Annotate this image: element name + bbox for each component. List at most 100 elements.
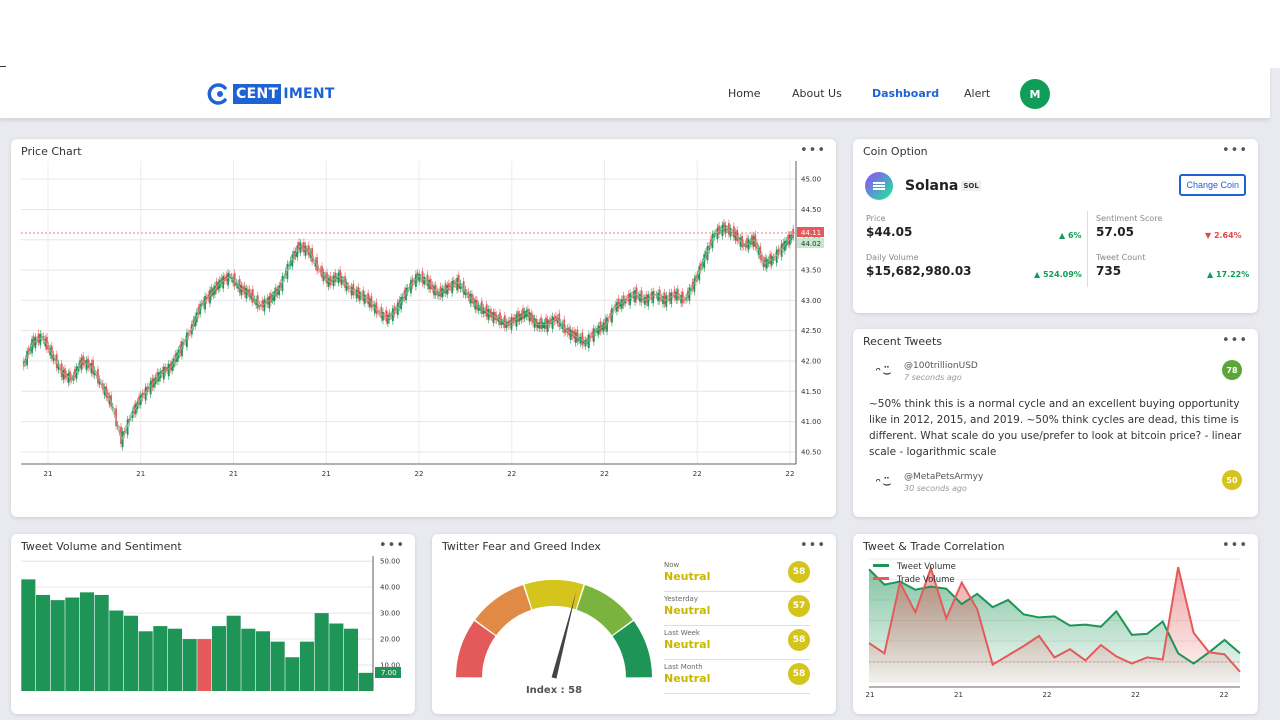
correlation-menu-icon[interactable]: •••	[1221, 538, 1248, 553]
price-candle	[658, 289, 661, 302]
price-candle	[207, 294, 210, 299]
nav-dashboard[interactable]: Dashboard	[872, 87, 940, 100]
price-candle	[447, 283, 450, 291]
price-y-tick-label: 40.50	[801, 448, 821, 456]
price-candle	[204, 296, 206, 310]
price-candle	[759, 246, 762, 260]
price-candle	[415, 274, 417, 287]
price-candle	[218, 279, 221, 289]
price-candle	[133, 405, 136, 414]
price-candle	[728, 223, 730, 235]
price-candle	[240, 284, 243, 296]
price-y-tick-label: 43.00	[801, 297, 821, 305]
price-candle	[494, 312, 496, 321]
coin-option-menu-icon[interactable]: •••	[1221, 143, 1248, 158]
price-candle	[723, 222, 725, 232]
price-candle	[232, 277, 234, 283]
price-candle	[650, 291, 653, 300]
price-candle	[80, 357, 83, 370]
price-candle	[751, 235, 753, 245]
nav-home[interactable]: Home	[728, 87, 761, 100]
volume-bar	[299, 641, 315, 691]
correlation-chart[interactable]: Tweet Volume Trade Volume 21 21 22 22 22	[853, 534, 1258, 714]
fear-greed-row-yesterday: Yesterday Neutral 57	[664, 592, 810, 626]
price-candle	[490, 311, 493, 318]
price-candle	[334, 272, 337, 283]
price-candle	[487, 309, 490, 320]
tweet-score-badge: 50	[1222, 470, 1242, 490]
price-candle	[706, 246, 709, 261]
volume-bar	[226, 615, 241, 691]
tweet-volume-menu-icon[interactable]: •••	[378, 538, 405, 553]
volume-stat-value: $15,682,980.03	[866, 264, 972, 278]
tweet-time: 7 seconds ago	[904, 373, 962, 382]
price-candle	[209, 289, 211, 304]
price-candle	[652, 291, 655, 304]
price-candle	[518, 314, 521, 322]
recent-tweets-menu-icon[interactable]: •••	[1221, 333, 1248, 348]
price-candle	[45, 336, 48, 350]
price-candle	[533, 318, 536, 328]
tweet-volume-chart[interactable]: 50.00 40.00 30.00 20.00 10.00 7.00	[11, 534, 415, 714]
price-candle	[393, 306, 396, 315]
price-candle	[161, 369, 164, 375]
tweet-count-change: ▲ 17.22%	[1207, 270, 1250, 279]
last-price-tag	[797, 227, 824, 237]
price-candle	[186, 332, 188, 348]
price-candle	[382, 311, 384, 321]
price-candle	[309, 251, 312, 258]
price-candle	[434, 284, 437, 296]
price-candle	[337, 272, 340, 284]
price-candle	[250, 293, 253, 300]
fg-label: Neutral	[664, 638, 711, 651]
price-candle	[73, 369, 76, 378]
price-candle	[215, 281, 218, 291]
corr-x-tick-label: 21	[866, 691, 875, 699]
price-candle	[639, 294, 641, 302]
price-candle	[609, 313, 612, 319]
price-candle	[591, 332, 594, 338]
change-coin-button[interactable]: Change Coin	[1179, 174, 1246, 196]
price-candle	[396, 302, 399, 316]
fg-score-badge: 58	[788, 663, 810, 685]
price-chart-menu-icon[interactable]: •••	[799, 143, 826, 158]
price-candle	[550, 318, 552, 324]
price-candle	[604, 318, 607, 329]
volume-stat-label: Daily Volume	[866, 253, 919, 262]
tweet-user[interactable]: @MetaPetsArmyy	[904, 472, 984, 482]
price-candle	[629, 293, 631, 306]
trade-volume-area	[869, 567, 1240, 682]
price-candle	[327, 278, 330, 287]
price-candle	[535, 318, 538, 327]
price-candle	[477, 304, 480, 311]
price-candle	[523, 311, 526, 319]
price-candle	[268, 296, 271, 309]
price-candle	[475, 299, 478, 310]
price-candle	[78, 360, 81, 369]
price-candle	[446, 285, 449, 295]
price-candle	[55, 354, 58, 369]
price-x-tick-label: 21	[136, 470, 145, 478]
nav-alert[interactable]: Alert	[964, 87, 991, 100]
logo[interactable]: CENT IMENT	[206, 82, 335, 106]
price-candle	[433, 286, 435, 296]
gauge-segment	[612, 621, 652, 678]
price-candle	[675, 291, 678, 301]
price-stat: Price $44.05	[866, 214, 912, 239]
price-candle	[220, 277, 223, 284]
price-candle	[166, 366, 169, 371]
price-candle	[105, 386, 108, 398]
price-candle	[645, 294, 648, 303]
tweet-user[interactable]: @100trillionUSD	[904, 361, 978, 371]
price-y-tick-label: 44.50	[801, 206, 821, 214]
price-change: ▲ 6%	[1059, 231, 1082, 240]
fear-greed-menu-icon[interactable]: •••	[799, 538, 826, 553]
price-candle	[457, 275, 460, 289]
avatar[interactable]: M	[1020, 79, 1050, 109]
price-candle	[251, 289, 254, 303]
nav-about-us[interactable]: About Us	[792, 87, 842, 100]
price-candle	[584, 340, 587, 347]
price-candle	[479, 306, 482, 311]
price-candle	[426, 274, 429, 287]
price-chart[interactable]: 45.0044.5044.0043.5043.0042.5042.0041.50…	[11, 139, 836, 517]
